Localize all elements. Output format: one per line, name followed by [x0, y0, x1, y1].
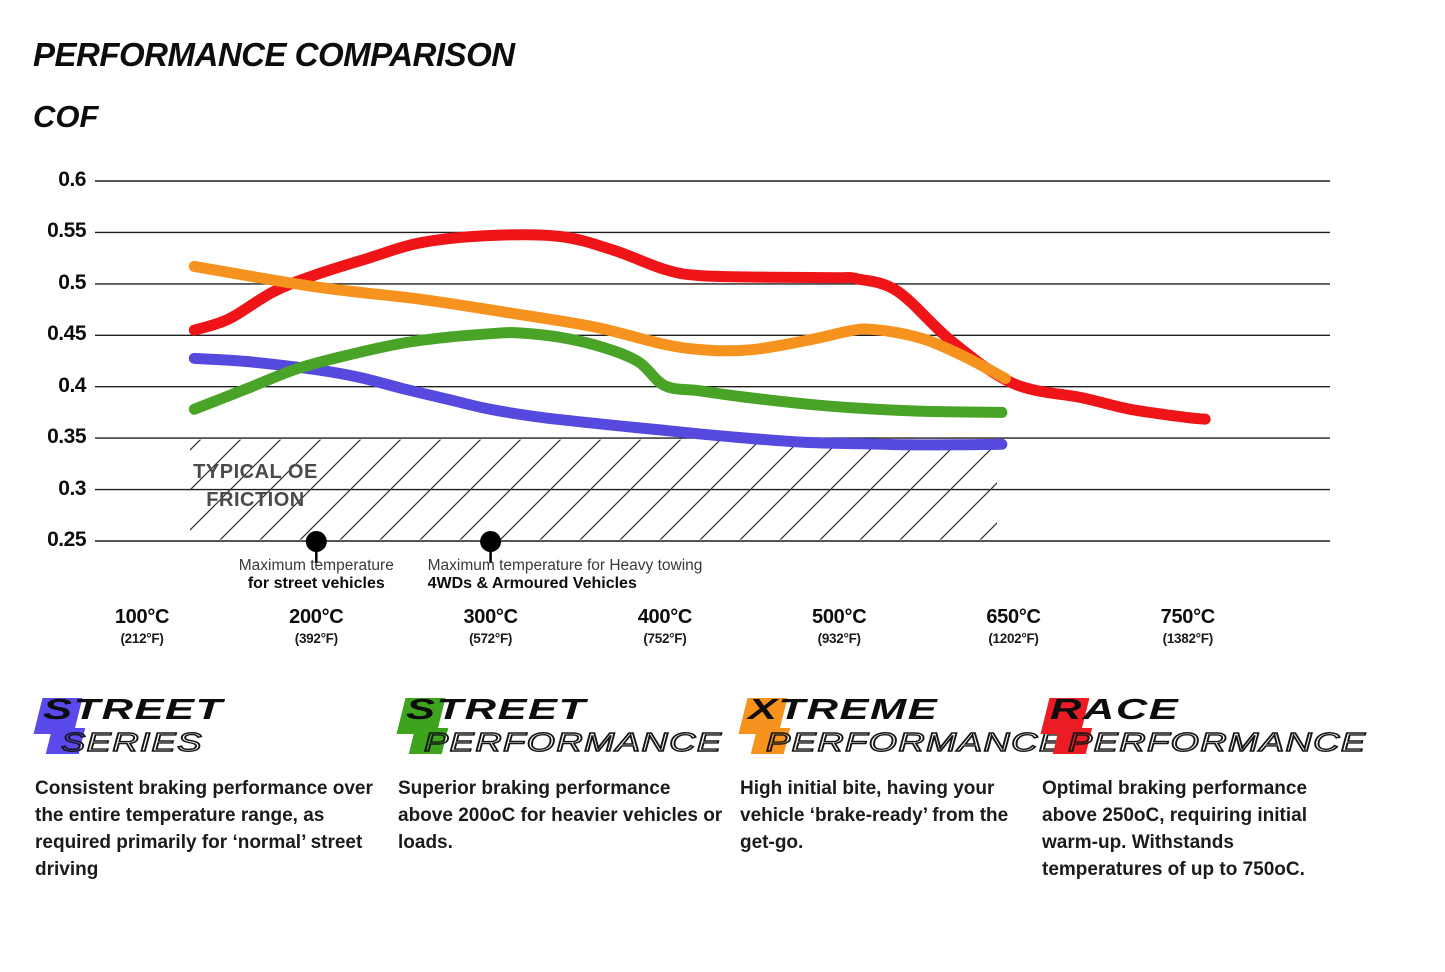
oe-friction-line1: TYPICAL OE — [193, 461, 318, 483]
y-axis-title: COF — [33, 99, 99, 134]
product-description: Optimal braking performance above 250oC,… — [1042, 778, 1308, 880]
x-tick-fahrenheit: (752°F) — [643, 631, 687, 646]
annotation-line1: Maximum temperature — [238, 557, 394, 574]
x-tick-label: 650°C (1202°F) — [929, 606, 1099, 646]
x-tick-label: 300°C (572°F) — [406, 606, 576, 646]
y-tick-label: 0.5 — [58, 270, 86, 294]
x-tick-celsius: 200°C — [289, 606, 344, 628]
y-tick-label: 0.55 — [47, 219, 86, 243]
series-street-performance — [188, 327, 1008, 418]
x-tick-celsius: 500°C — [812, 606, 867, 628]
series-xtreme-performance — [188, 260, 1011, 384]
y-tick-label: 0.4 — [58, 373, 86, 397]
product-name: STREET — [43, 694, 224, 726]
product-description: Superior braking performance above 200oC… — [398, 778, 723, 853]
product-column: STREET SERIES Consistent braking perform… — [33, 694, 380, 883]
x-tick-celsius: 650°C — [986, 606, 1041, 628]
x-tick-fahrenheit: (1202°F) — [988, 631, 1039, 646]
x-tick-fahrenheit: (392°F) — [294, 631, 338, 646]
product-subname: PERFORMANCE — [1067, 726, 1367, 757]
product-column: STREET PERFORMANCE Superior braking perf… — [396, 694, 728, 856]
y-tick-label: 0.3 — [58, 476, 86, 500]
x-tick-label: 500°C (932°F) — [754, 606, 924, 646]
product-subname: SERIES — [60, 726, 203, 757]
page-title: PERFORMANCE COMPARISON — [33, 36, 515, 73]
series-street-series — [188, 352, 1008, 451]
x-tick-celsius: 400°C — [637, 606, 693, 628]
product-name: RACE — [1050, 694, 1180, 726]
product-logo: STREET PERFORMANCE — [396, 694, 728, 759]
oe-friction-zone — [190, 439, 997, 540]
product-subname: PERFORMANCE — [765, 726, 1065, 757]
y-tick-label: 0.35 — [47, 425, 86, 449]
product-subname: PERFORMANCE — [423, 726, 723, 757]
product-logo: STREET SERIES — [33, 694, 380, 759]
product-logo: RACE PERFORMANCE — [1040, 694, 1366, 759]
x-tick-fahrenheit: (1382°F) — [1162, 631, 1214, 646]
x-tick-label: 200°C (392°F) — [231, 606, 401, 646]
product-column: XTREME PERFORMANCE High initial bite, ha… — [738, 694, 1064, 856]
x-tick-celsius: 100°C — [114, 606, 170, 628]
product-description: High initial bite, having your vehicle ‘… — [740, 778, 1009, 853]
product-name: XTREME — [748, 694, 939, 726]
marker-annotation: Maximum temperature for Heavy towing 4WDs… — [428, 557, 758, 593]
x-tick-celsius: 300°C — [463, 606, 518, 628]
y-tick-label: 0.25 — [47, 528, 86, 551]
product-column: RACE PERFORMANCE Optimal braking perform… — [1040, 694, 1366, 883]
x-tick-fahrenheit: (932°F) — [817, 631, 861, 646]
product-name: STREET — [406, 694, 587, 726]
product-logo: XTREME PERFORMANCE — [738, 694, 1064, 759]
x-tick-fahrenheit: (572°F) — [469, 631, 513, 646]
marker-annotation: Maximum temperature for street vehicles — [151, 557, 481, 593]
annotation-line2: for street vehicles — [247, 575, 385, 592]
x-tick-label: 400°C (752°F) — [580, 606, 750, 646]
x-tick-celsius: 750°C — [1160, 606, 1216, 628]
annotation-line2: 4WDs & Armoured Vehicles — [427, 575, 637, 592]
product-description: Consistent braking performance over the … — [35, 778, 373, 880]
x-tick-label: 100°C (212°F) — [57, 606, 227, 646]
x-tick-fahrenheit: (212°F) — [120, 631, 164, 646]
marker-dot — [480, 531, 502, 552]
y-tick-label: 0.6 — [58, 168, 86, 191]
series-race-performance — [188, 229, 1211, 425]
oe-friction-label: TYPICAL OE FRICTION — [148, 458, 363, 514]
chart-canvas — [95, 180, 1330, 563]
x-tick-label: 750°C (1382°F) — [1103, 606, 1273, 646]
y-tick-label: 0.45 — [47, 322, 86, 346]
annotation-line1: Maximum temperature for Heavy towing — [427, 557, 703, 574]
marker-dot — [305, 531, 327, 552]
oe-friction-line2: FRICTION — [206, 489, 305, 511]
